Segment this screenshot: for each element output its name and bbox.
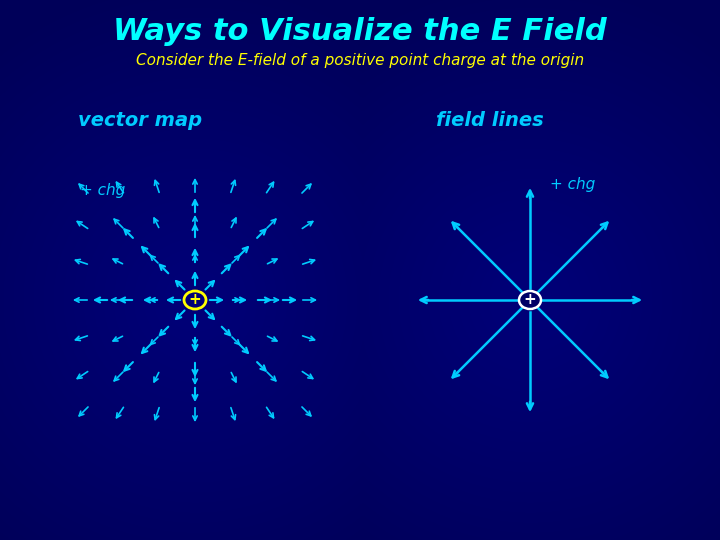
Ellipse shape	[519, 291, 541, 309]
Text: Ways to Visualize the E Field: Ways to Visualize the E Field	[113, 17, 607, 46]
Text: Consider the E-field of a positive point charge at the origin: Consider the E-field of a positive point…	[136, 52, 584, 68]
Text: +: +	[523, 293, 536, 307]
Text: field lines: field lines	[436, 111, 544, 130]
Text: vector map: vector map	[78, 111, 202, 130]
Text: +: +	[189, 293, 202, 307]
Text: + chg: + chg	[80, 183, 125, 198]
Text: + chg: + chg	[550, 178, 595, 192]
